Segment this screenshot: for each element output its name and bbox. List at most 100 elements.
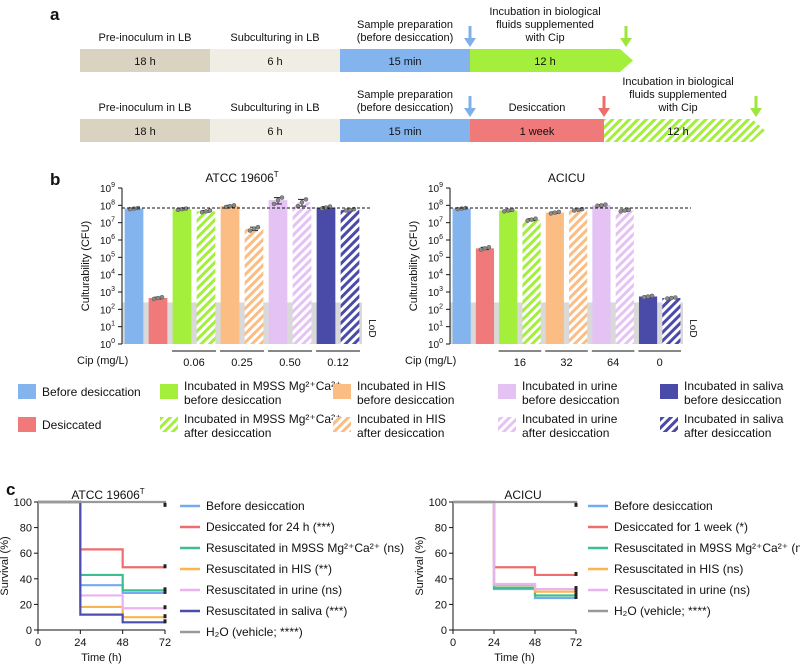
y-tick-label: 104 [428,269,443,282]
legend-text-5: Desiccated [42,418,101,432]
km-series-2 [38,500,165,592]
dynamic-layer: 18 h Pre-inoculum in LB 6 h Subculturing in… [0,6,800,664]
row2-label-3-line: Desiccation [509,102,566,114]
km-legend-label-3: Resuscitated in HIS (ns) [614,562,743,576]
chart-title-sup: T [274,170,279,179]
censor-mark [163,605,167,610]
bar-3 [522,219,541,344]
row2-label-0-line: Pre-inoculum in LB [99,102,192,114]
static-layer: a b c [6,5,60,499]
row1-segment-3 [470,49,633,72]
legend-text-2: Incubated in HIS [357,379,446,393]
legend-text-9: Incubated in saliva [684,412,784,426]
data-point [459,206,464,211]
cip-value: 0.25 [231,357,252,369]
y-tick-exp: 2 [439,303,443,310]
row2-label-0: Pre-inoculum in LB [99,102,192,114]
km-series-5 [453,500,578,506]
data-point [506,208,511,213]
km-legend-label-6: H₂O (vehicle; ****) [206,625,303,639]
x-tick-label: 48 [117,637,129,649]
cip-value: 0.50 [279,357,300,369]
y-tick-exp: 4 [439,269,443,276]
y-tick-label: 20 [20,599,32,611]
y-tick-base: 10 [428,271,440,282]
row1-label-2-line: (before desiccation) [357,32,454,44]
data-point [599,203,604,208]
data-point [203,209,209,214]
row1-label-1-line: Subculturing in LB [230,32,319,44]
data-point [299,200,305,205]
km-series-0 [38,500,165,594]
data-point [251,226,257,231]
data-point [279,195,285,200]
chart-title: ACICU [548,171,585,185]
y-tick-exp: 8 [439,199,443,206]
data-point [673,295,678,300]
y-tick-label: 80 [435,523,447,535]
row2-arrow-green-head [750,108,762,117]
y-tick-base: 10 [100,184,112,195]
legend-swatch-8 [498,417,516,432]
legend-swatch-1 [160,384,178,399]
x-tick-label: 48 [529,637,541,649]
y-tick-label: 108 [428,199,443,212]
censor-mark [163,587,167,592]
row2-label-4: Incubation in biological fluids supplemen… [622,76,733,114]
row2-duration-0: 18 h [134,126,155,138]
data-point [626,207,631,213]
km-series-1 [38,500,165,569]
censor-mark [163,614,167,619]
y-tick-exp: 6 [111,234,115,241]
y-tick-base: 10 [428,305,440,316]
censor-mark [163,564,167,569]
legend-text2-9: after desiccation [684,426,771,440]
bar-4 [220,206,240,344]
x-tick-label: 0 [35,637,41,649]
data-point [247,228,253,233]
y-tick-base: 10 [428,340,440,351]
legend-swatch-5 [18,417,36,432]
row2-duration-3: 1 week [520,126,555,138]
data-point [529,217,534,222]
y-tick-base: 10 [428,219,440,230]
censor-mark [574,586,578,591]
y-tick-label: 80 [20,523,32,535]
row2-label-2: Sample preparation (before desiccation) [357,89,454,114]
data-point [155,295,161,301]
row2-label-4-line: Incubation in biological [622,76,733,88]
x-tick-label: 24 [488,637,500,649]
y-tick-label: 40 [435,574,447,586]
row2-segment-2 [340,119,470,142]
x-axis-label: Time (h) [494,652,535,664]
y-tick-label: 108 [100,199,115,212]
row2-arrow-red-head [598,108,610,117]
data-point [271,201,277,207]
censor-mark [574,588,578,593]
cip-label: Cip (mg/L) [77,355,128,367]
km-legend-label-4: Resuscitated in urine (ns) [614,583,750,597]
data-point [151,296,157,302]
y-tick-label: 106 [428,234,443,247]
km-legend-label-5: Resuscitated in saliva (***) [206,604,347,618]
y-axis-label: Survival (%) [414,536,426,595]
y-tick-label: 100 [429,497,447,509]
bar-9 [340,209,360,344]
bar-2 [172,209,192,344]
y-tick-label: 60 [435,548,447,560]
row1-duration-2: 15 min [388,56,421,68]
data-point [665,296,670,301]
bar-chart-1: LoD100101102103104105106107108109Cultura… [405,171,698,369]
y-tick-label: 109 [100,182,115,195]
censor-mark [163,589,167,594]
data-point [618,209,623,214]
legend-text-8: Incubated in urine [522,412,618,426]
data-point [603,202,608,207]
data-point [669,295,674,301]
cip-label: Cip (mg/L) [405,355,456,367]
row1-label-3-line: with Cip [524,32,564,44]
row2-segment-3 [470,119,604,142]
y-axis-label: Culturability (CFU) [408,221,420,311]
row2-label-1: Subculturing in LB [230,102,319,114]
y-tick-exp: 8 [111,199,115,206]
